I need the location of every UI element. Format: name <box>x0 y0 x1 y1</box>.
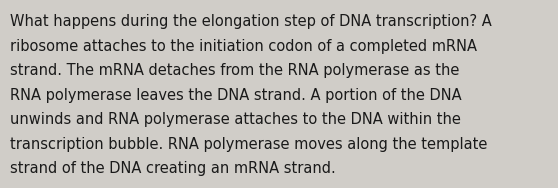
Text: unwinds and RNA polymerase attaches to the DNA within the: unwinds and RNA polymerase attaches to t… <box>10 112 461 127</box>
Text: RNA polymerase leaves the DNA strand. A portion of the DNA: RNA polymerase leaves the DNA strand. A … <box>10 87 461 102</box>
Text: What happens during the elongation step of DNA transcription? A: What happens during the elongation step … <box>10 14 492 29</box>
Text: ribosome attaches to the initiation codon of a completed mRNA: ribosome attaches to the initiation codo… <box>10 39 477 54</box>
Text: strand. The mRNA detaches from the RNA polymerase as the: strand. The mRNA detaches from the RNA p… <box>10 63 459 78</box>
Text: strand of the DNA creating an mRNA strand.: strand of the DNA creating an mRNA stran… <box>10 161 336 176</box>
Text: transcription bubble. RNA polymerase moves along the template: transcription bubble. RNA polymerase mov… <box>10 136 487 152</box>
